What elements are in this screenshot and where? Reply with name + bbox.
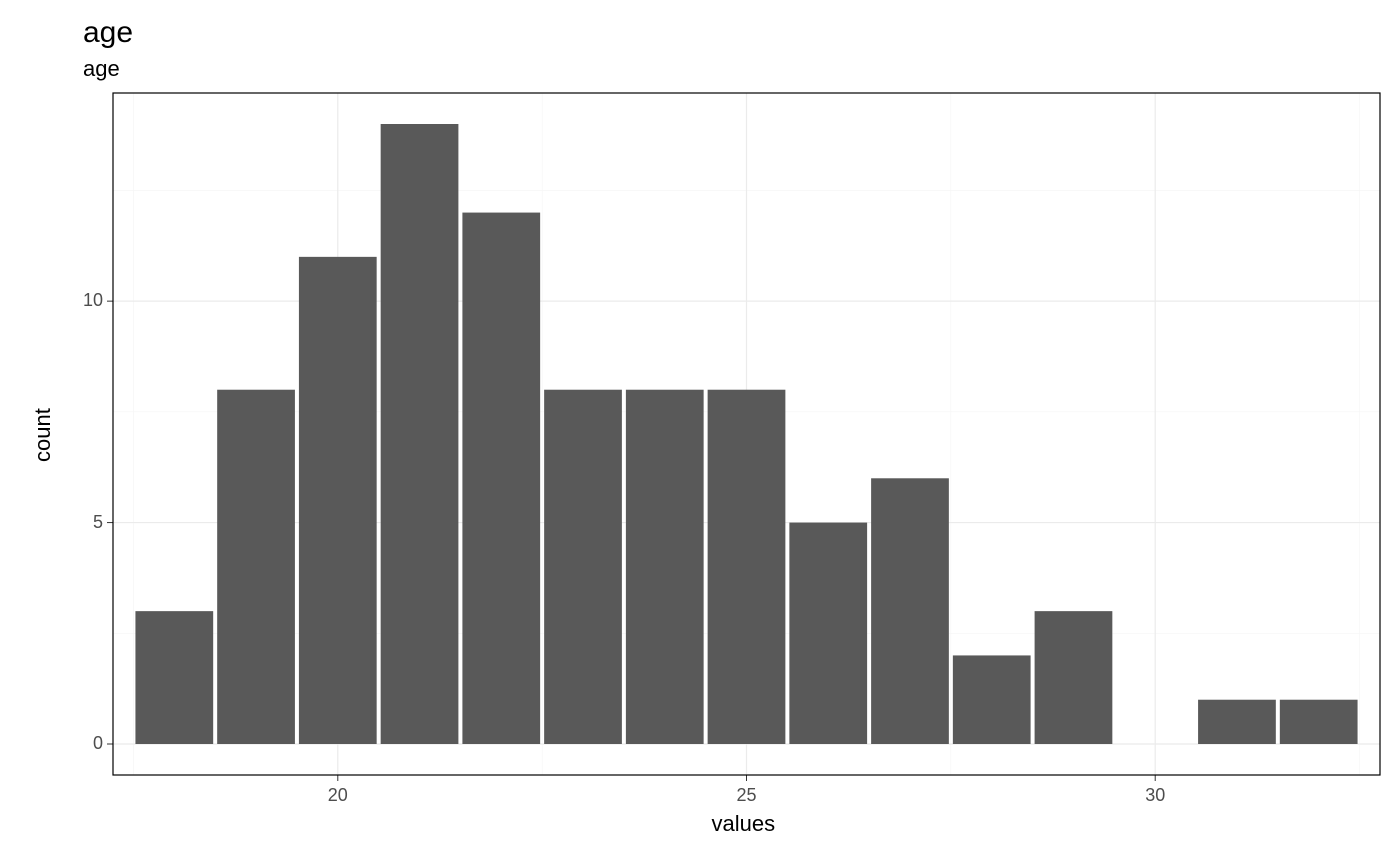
- histogram-bar: [299, 257, 377, 744]
- histogram-bar: [1198, 700, 1276, 744]
- histogram-bar: [626, 390, 704, 744]
- histogram-bar: [1280, 700, 1358, 744]
- histogram-bar: [953, 655, 1031, 744]
- histogram-bar: [462, 213, 540, 744]
- y-tick-label: 10: [53, 290, 103, 311]
- x-axis-label: values: [712, 811, 776, 837]
- histogram-bar: [217, 390, 295, 744]
- histogram-bar: [708, 390, 786, 744]
- y-tick-label: 0: [53, 733, 103, 754]
- histogram-bar: [789, 523, 867, 744]
- histogram-chart: age age 202530 0510 values count: [0, 0, 1400, 865]
- y-tick-label: 5: [53, 512, 103, 533]
- histogram-bar: [381, 124, 459, 744]
- y-axis-label: count: [30, 408, 56, 462]
- x-tick-label: 30: [1125, 785, 1185, 806]
- x-tick-label: 20: [308, 785, 368, 806]
- histogram-bar: [1035, 611, 1113, 744]
- histogram-bar: [135, 611, 213, 744]
- histogram-bar: [871, 478, 949, 744]
- x-tick-label: 25: [717, 785, 777, 806]
- chart-svg: [0, 0, 1400, 865]
- histogram-bar: [544, 390, 622, 744]
